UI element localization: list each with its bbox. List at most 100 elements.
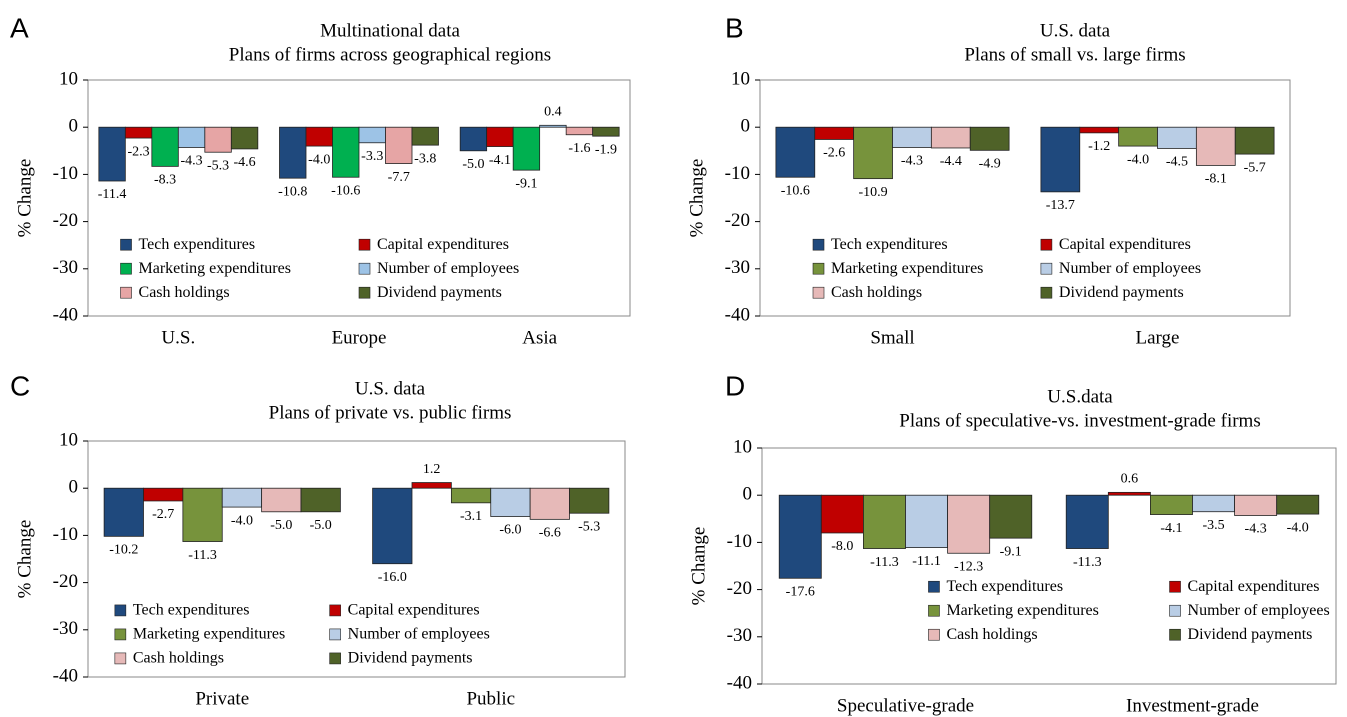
- value-label: -11.4: [98, 187, 127, 202]
- bar: [1065, 494, 1109, 549]
- bar: [459, 126, 488, 152]
- value-label: -4.0: [308, 152, 330, 167]
- y-tick-label: 10: [733, 436, 752, 457]
- y-axis-label: % Change: [686, 159, 707, 238]
- bar: [1192, 494, 1235, 513]
- plot-frame: [87, 440, 626, 678]
- legend-label: Tech expenditures: [133, 602, 250, 619]
- y-tick-label: -30: [53, 618, 78, 639]
- legend-label: Capital expenditures: [377, 236, 509, 253]
- value-label: -4.6: [233, 155, 255, 170]
- legend-label: Capital expenditures: [1188, 578, 1320, 595]
- value-label: 1.2: [423, 462, 441, 477]
- value-label: -6.0: [499, 523, 521, 538]
- y-tick-label: 0: [69, 116, 79, 137]
- value-label: -11.3: [870, 555, 899, 570]
- bar: [1195, 126, 1236, 166]
- legend-label: Cash holdings: [139, 284, 230, 301]
- value-label: -3.8: [414, 151, 436, 166]
- legend-label: Tech expenditures: [139, 236, 256, 253]
- bar: [947, 494, 991, 554]
- legend-label: Number of employees: [348, 626, 490, 643]
- bar: [778, 494, 822, 579]
- value-label: -5.3: [207, 158, 229, 173]
- chart-title: U.S.data: [1047, 386, 1113, 407]
- value-label: -10.2: [109, 543, 138, 558]
- legend-swatch: [1040, 286, 1053, 299]
- value-label: -3.5: [1202, 518, 1224, 533]
- y-tick-label: -10: [727, 531, 752, 552]
- value-label: -3.3: [361, 149, 383, 164]
- bar: [1276, 494, 1320, 515]
- legend-swatch: [358, 238, 371, 251]
- bar: [177, 126, 206, 148]
- bar: [1157, 126, 1197, 149]
- bar: [930, 126, 971, 149]
- value-label: 0.4: [544, 105, 562, 120]
- y-tick-label: 0: [741, 116, 751, 137]
- value-label: -2.7: [152, 507, 174, 522]
- bar: [814, 126, 855, 140]
- bar: [1107, 491, 1151, 496]
- value-label: -4.5: [1166, 155, 1188, 170]
- bar: [863, 494, 906, 549]
- y-axis-label: % Change: [14, 520, 35, 599]
- chart-subtitle: Plans of small vs. large firms: [964, 44, 1185, 65]
- legend-swatch: [812, 286, 825, 299]
- value-label: -7.7: [388, 170, 410, 185]
- bar: [592, 126, 620, 137]
- bar: [450, 487, 492, 504]
- y-tick-label: 0: [69, 477, 79, 498]
- legend-swatch: [812, 238, 825, 251]
- legend-label: Capital expenditures: [1059, 236, 1191, 253]
- bar: [1234, 494, 1278, 516]
- x-tick-label: Small: [870, 327, 914, 348]
- value-label: -4.0: [1287, 520, 1309, 535]
- value-label: -5.0: [462, 157, 484, 172]
- panel-letter: D: [725, 370, 745, 401]
- bar: [905, 494, 948, 548]
- legend-swatch: [114, 652, 127, 665]
- y-tick-label: -30: [725, 257, 750, 278]
- panel-letter: C: [10, 370, 30, 401]
- x-tick-label: Private: [195, 688, 249, 709]
- legend-label: Tech expenditures: [946, 578, 1063, 595]
- legend-label: Dividend payments: [1059, 284, 1184, 301]
- legend-swatch: [329, 652, 341, 665]
- bar: [512, 126, 541, 171]
- value-label: -5.0: [270, 518, 292, 533]
- value-label: -1.6: [568, 141, 590, 156]
- value-label: -4.4: [940, 154, 962, 169]
- value-label: -4.0: [1127, 152, 1149, 167]
- chart-subtitle: Plans of firms across geographical regio…: [229, 44, 551, 65]
- legend-label: Marketing expenditures: [946, 602, 1098, 619]
- value-label: -6.6: [539, 526, 561, 541]
- plot-frame: [87, 79, 631, 317]
- bar: [332, 126, 360, 178]
- value-label: -4.3: [1245, 522, 1267, 537]
- x-tick-label: Speculative-grade: [837, 695, 974, 716]
- bar: [853, 126, 893, 180]
- legend-label: Dividend payments: [1188, 626, 1313, 643]
- bar: [305, 126, 333, 147]
- legend-label: Marketing expenditures: [139, 260, 291, 277]
- y-tick-label: -40: [725, 304, 750, 325]
- x-tick-label: Public: [466, 688, 515, 709]
- value-label: -11.1: [912, 554, 941, 569]
- value-label: -8.3: [154, 173, 176, 188]
- bar: [775, 126, 816, 178]
- value-label: -4.9: [979, 157, 1001, 172]
- bar: [892, 126, 932, 148]
- bar: [204, 126, 232, 153]
- value-label: -17.6: [786, 584, 815, 599]
- legend-swatch: [928, 604, 940, 617]
- value-label: -3.1: [460, 509, 482, 524]
- y-tick-label: -10: [725, 163, 750, 184]
- legend-label: Number of employees: [1188, 602, 1330, 619]
- bar: [490, 487, 531, 517]
- panel-letter: B: [725, 12, 744, 43]
- value-label: -5.0: [310, 518, 332, 533]
- y-tick-label: 10: [59, 68, 78, 89]
- value-label: -4.1: [489, 153, 511, 168]
- bar: [221, 487, 263, 508]
